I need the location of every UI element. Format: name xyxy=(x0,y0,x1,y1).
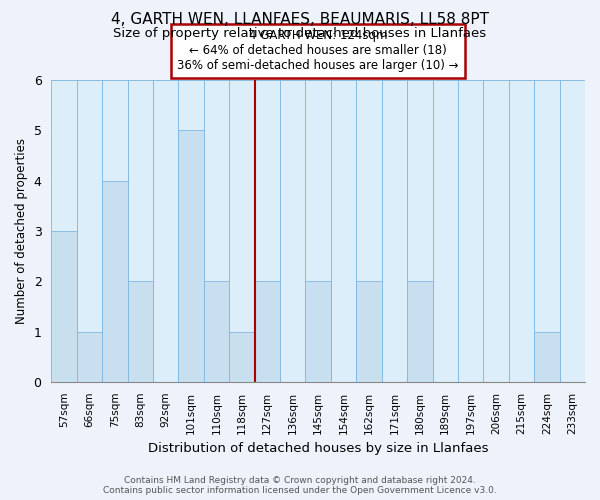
Bar xyxy=(305,281,331,382)
Text: Contains HM Land Registry data © Crown copyright and database right 2024.
Contai: Contains HM Land Registry data © Crown c… xyxy=(103,476,497,495)
Bar xyxy=(509,80,534,382)
Bar xyxy=(484,80,509,382)
Bar xyxy=(51,231,77,382)
X-axis label: Distribution of detached houses by size in Llanfaes: Distribution of detached houses by size … xyxy=(148,442,488,455)
Bar xyxy=(229,332,254,382)
Bar xyxy=(534,332,560,382)
Y-axis label: Number of detached properties: Number of detached properties xyxy=(15,138,28,324)
Bar xyxy=(102,80,128,382)
Bar xyxy=(280,80,305,382)
Text: Size of property relative to detached houses in Llanfaes: Size of property relative to detached ho… xyxy=(113,28,487,40)
Bar xyxy=(51,80,77,382)
Bar xyxy=(254,80,280,382)
Bar xyxy=(178,80,204,382)
Text: 4 GARTH WEN: 124sqm
← 64% of detached houses are smaller (18)
36% of semi-detach: 4 GARTH WEN: 124sqm ← 64% of detached ho… xyxy=(178,30,459,72)
Bar xyxy=(204,281,229,382)
Bar xyxy=(305,80,331,382)
Bar xyxy=(77,332,102,382)
Bar xyxy=(433,80,458,382)
Bar xyxy=(331,80,356,382)
Bar xyxy=(178,130,204,382)
Bar xyxy=(560,80,585,382)
Bar xyxy=(153,80,178,382)
Bar xyxy=(128,80,153,382)
Bar xyxy=(382,80,407,382)
Bar xyxy=(229,80,254,382)
Bar xyxy=(356,80,382,382)
Bar xyxy=(458,80,484,382)
Bar xyxy=(102,180,128,382)
Text: 4, GARTH WEN, LLANFAES, BEAUMARIS, LL58 8PT: 4, GARTH WEN, LLANFAES, BEAUMARIS, LL58 … xyxy=(111,12,489,28)
Bar xyxy=(356,281,382,382)
Bar xyxy=(407,281,433,382)
Bar xyxy=(204,80,229,382)
Bar xyxy=(407,80,433,382)
Bar xyxy=(77,80,102,382)
Bar xyxy=(128,281,153,382)
Bar xyxy=(254,281,280,382)
Bar xyxy=(534,80,560,382)
